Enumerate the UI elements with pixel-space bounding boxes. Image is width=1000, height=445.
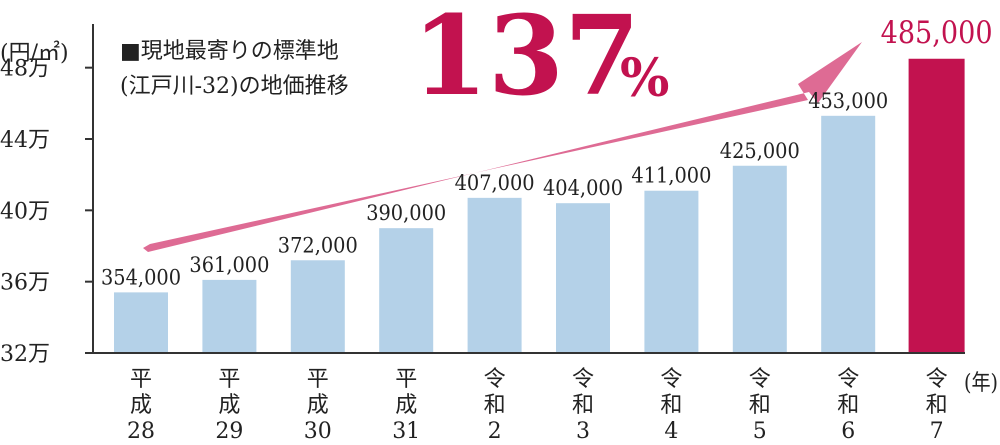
x-category-label: 3 <box>576 419 590 444</box>
x-axis-label: (年) <box>964 371 998 396</box>
bar <box>467 197 522 353</box>
bar-value-label: 485,000 <box>881 15 993 51</box>
bar-value-label: 411,000 <box>631 164 711 188</box>
x-category-label: 令 <box>484 367 506 392</box>
x-category-label: 2 <box>488 419 502 444</box>
growth-percentage-unit: % <box>620 48 669 109</box>
x-category-label: 令 <box>837 367 859 392</box>
x-category-label: 和 <box>749 393 771 418</box>
bar <box>732 165 787 353</box>
x-category-label: 30 <box>304 419 332 444</box>
x-category-label: 31 <box>392 419 420 444</box>
bar-value-label: 361,000 <box>189 253 269 277</box>
y-tick-label: 36万 <box>0 271 50 296</box>
bar-value-label: 404,000 <box>543 176 623 200</box>
x-category-label: 和 <box>837 393 859 418</box>
bar <box>644 190 699 353</box>
x-category-label: 和 <box>926 393 948 418</box>
bar-value-label: 425,000 <box>720 139 800 163</box>
x-category-label: 令 <box>926 367 948 392</box>
bar <box>290 260 345 353</box>
x-category-label: 6 <box>841 419 855 444</box>
x-category-label: 4 <box>664 419 678 444</box>
y-axis-label: (円/㎡) <box>0 40 69 66</box>
x-category-label: 成 <box>218 393 240 418</box>
x-category-label: 令 <box>572 367 594 392</box>
x-category-label: 平 <box>218 367 240 392</box>
x-category-label: 和 <box>572 393 594 418</box>
bar <box>202 279 257 353</box>
x-category-label: 令 <box>749 367 771 392</box>
bar <box>114 292 168 353</box>
y-tick-label: 44万 <box>0 128 50 153</box>
x-category-label: 平 <box>130 367 152 392</box>
x-category-label: 平 <box>395 367 417 392</box>
bar-value-label: 390,000 <box>366 201 446 225</box>
y-tick-label: 48万 <box>0 57 50 82</box>
bar <box>379 228 434 353</box>
x-category-label: 成 <box>307 393 329 418</box>
x-category-label: 和 <box>484 393 506 418</box>
y-tick-label: 32万 <box>0 342 50 367</box>
growth-percentage: 137 <box>412 0 640 120</box>
x-category-label: 和 <box>660 393 682 418</box>
x-category-label: 令 <box>660 367 682 392</box>
x-category-label: 成 <box>395 393 417 418</box>
bar <box>821 115 876 353</box>
x-category-label: 28 <box>127 419 155 444</box>
x-category-label: 7 <box>930 419 944 444</box>
bar-value-label: 354,000 <box>101 265 181 289</box>
x-category-label: 5 <box>753 419 767 444</box>
bar <box>556 203 610 353</box>
bar <box>908 58 965 353</box>
bar-value-label: 453,000 <box>808 89 888 113</box>
x-category-label: 29 <box>215 419 243 444</box>
y-tick-label: 40万 <box>0 199 50 224</box>
bar-value-label: 407,000 <box>455 171 535 195</box>
bar-value-label: 372,000 <box>278 233 358 257</box>
trend-arrow <box>143 42 862 252</box>
chart-subtitle: (江戸川-32)の地価推移 <box>120 74 349 99</box>
x-category-label: 平 <box>307 367 329 392</box>
x-category-label: 成 <box>130 393 152 418</box>
chart-title: ■現地最寄りの標準地 <box>120 39 339 64</box>
